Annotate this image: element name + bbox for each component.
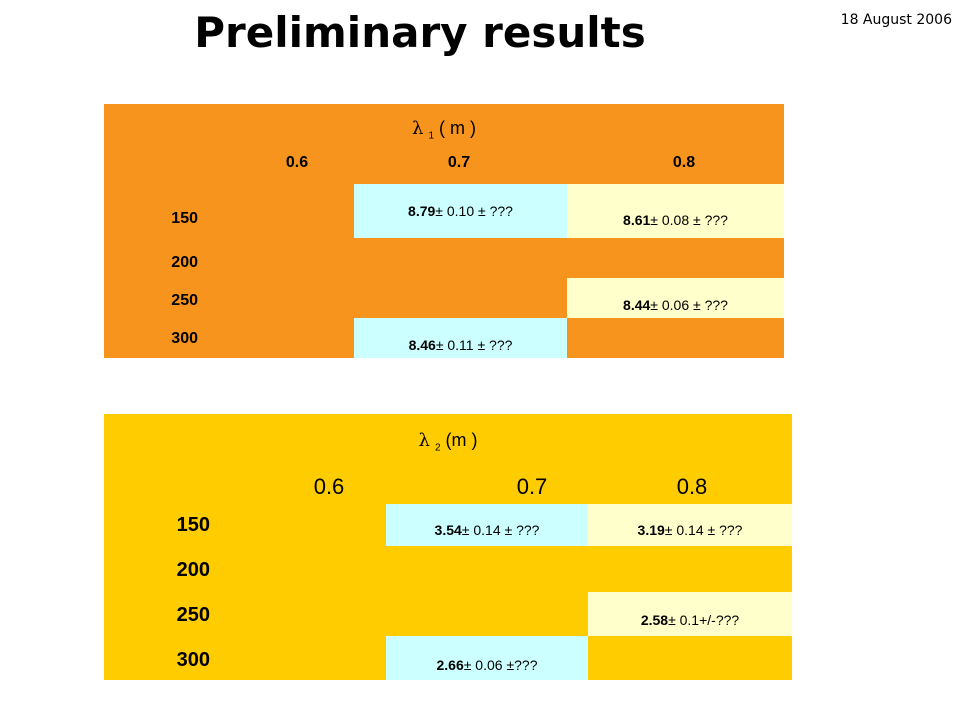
result-uncertainty: ± 0.14 ± ??? <box>664 522 743 538</box>
row-label-250: 250 <box>171 292 198 309</box>
row-label-300: 300 <box>171 330 198 347</box>
result-uncertainty: ± 0.10 ± ??? <box>435 203 513 219</box>
result-cell: 8.46 ± 0.11 ± ??? <box>354 318 567 358</box>
result-uncertainty: ± 0.06 ±??? <box>463 657 538 673</box>
row-label-150: 150 <box>171 210 198 227</box>
row-label-150: 150 <box>176 514 210 536</box>
lambda-symbol: λ <box>418 430 430 451</box>
lambda-symbol: λ <box>412 118 424 139</box>
lambda2-subscript: 2 <box>434 442 441 454</box>
result-uncertainty: ± 0.08 ± ??? <box>650 212 728 228</box>
result-cell: 2.66 ± 0.06 ±??? <box>386 636 588 680</box>
result-cell: 8.79 ± 0.10 ± ??? <box>354 184 567 238</box>
row-label-200: 200 <box>176 559 210 581</box>
slide-date: 18 August 2006 <box>840 12 952 28</box>
column-header-0.7: 0.7 <box>516 474 548 499</box>
result-value: 8.46 <box>408 337 436 353</box>
result-value: 8.79 <box>408 203 436 219</box>
column-header-0.6: 0.6 <box>285 154 309 171</box>
result-value: 2.58 <box>640 612 669 628</box>
result-uncertainty: ± 0.1+/-??? <box>668 612 740 628</box>
result-value: 3.19 <box>637 522 665 538</box>
lambda2-header: λ 2 (m ) <box>104 430 792 454</box>
result-cell: 3.19 ± 0.14 ± ??? <box>588 504 792 546</box>
result-cell: 3.54 ± 0.14 ± ??? <box>386 504 588 546</box>
lambda2-table: λ 2 (m ) 0.6 0.7 0.8 150 200 250 300 3.5… <box>104 414 792 680</box>
result-value: 2.66 <box>436 657 464 673</box>
row-label-200: 200 <box>171 254 198 271</box>
column-header-0.8: 0.8 <box>676 474 708 499</box>
lambda1-header: λ 1 ( m ) <box>104 118 784 142</box>
result-value: 8.61 <box>623 212 651 228</box>
row-label-250: 250 <box>176 604 210 626</box>
result-value: 3.54 <box>434 522 462 538</box>
result-cell: 2.58 ± 0.1+/-??? <box>588 592 792 636</box>
result-cell: 8.44 ± 0.06 ± ??? <box>567 278 784 318</box>
lambda1-unit: ( m ) <box>434 118 476 138</box>
result-value: 8.44 <box>623 297 651 313</box>
row-label-300: 300 <box>176 649 210 671</box>
column-header-0.8: 0.8 <box>672 154 696 171</box>
column-header-0.7: 0.7 <box>447 154 471 171</box>
result-uncertainty: ± 0.06 ± ??? <box>650 297 728 313</box>
slide-title: Preliminary results <box>194 8 646 57</box>
lambda2-unit: (m ) <box>440 430 478 450</box>
result-cell: 8.61 ± 0.08 ± ??? <box>567 184 784 238</box>
lambda1-subscript: 1 <box>428 130 434 142</box>
lambda1-table: λ 1 ( m ) 0.6 0.7 0.8 150 200 250 300 8.… <box>104 104 784 358</box>
result-uncertainty: ± 0.14 ± ??? <box>461 522 540 538</box>
column-header-0.6: 0.6 <box>313 474 345 499</box>
result-uncertainty: ± 0.11 ± ??? <box>435 337 513 353</box>
